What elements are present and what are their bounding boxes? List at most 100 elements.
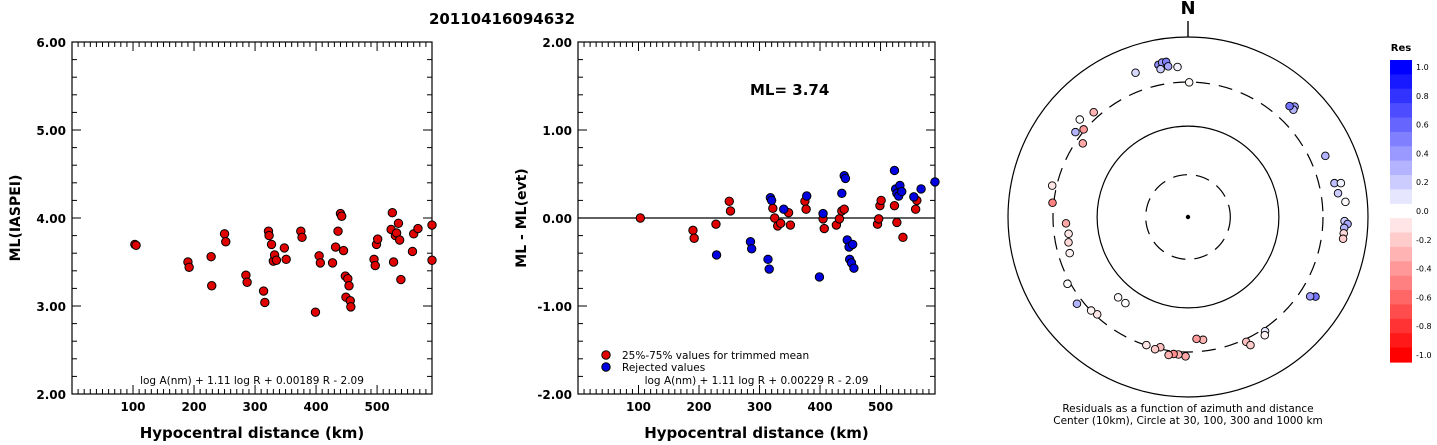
x-tick-label: 100 — [626, 400, 651, 414]
data-point-red — [801, 204, 811, 214]
data-point-red — [219, 229, 230, 239]
colorbar-cell — [1390, 304, 1412, 320]
colorbar-cell — [1390, 203, 1412, 219]
colorbar-tick-label: 0.0 — [1416, 207, 1429, 216]
colorbar-ticks: 1.0 0.8 0.6 0.4 0.2 0.0 -0.2 -0.4 -0.6 -0.8 -1.0 — [1416, 63, 1432, 360]
station-point — [1078, 139, 1088, 148]
station-point — [1341, 197, 1350, 207]
data-point-red — [297, 232, 307, 243]
colorbar-tick-label: 0.8 — [1416, 92, 1429, 101]
colorbar-tick-label: 0.6 — [1416, 121, 1429, 130]
colorbar-cell — [1390, 347, 1412, 363]
x-tick-label: 300 — [747, 400, 772, 414]
data-point-red — [407, 246, 418, 257]
x-tick-label: 200 — [686, 400, 711, 414]
data-point-red — [184, 262, 194, 272]
colorbar-tick-label: 1.0 — [1416, 63, 1429, 72]
data-point-blue — [763, 254, 773, 265]
north-label: N — [1180, 0, 1195, 19]
y-tick-label: 6.00 — [36, 36, 66, 50]
colorbar-cell — [1390, 103, 1412, 119]
colorbar-cell — [1390, 88, 1412, 104]
x-axis-label: Hypocentral distance (km) — [644, 424, 869, 441]
data-point-red — [336, 211, 347, 221]
data-point-red — [327, 258, 338, 268]
data-point-blue — [814, 272, 825, 282]
data-point-blue — [848, 239, 858, 250]
event-title: 20110416094632 — [429, 10, 575, 28]
y-tick-label: 2.00 — [36, 388, 66, 402]
data-point-red — [372, 234, 383, 244]
data-point-red — [910, 204, 921, 214]
data-point-blue — [849, 263, 859, 273]
station-point — [1079, 125, 1088, 134]
x-tick-label: 200 — [182, 400, 207, 414]
legend-marker-trimmed — [601, 350, 611, 360]
chart-ticks: 100 200 300 400 500 -2.00 -1.00 0.00 1.00 2.00 — [537, 36, 935, 414]
data-point-red — [221, 237, 231, 247]
data-point-red — [330, 242, 341, 252]
colorbar-cell — [1390, 189, 1412, 205]
station-point — [1131, 68, 1140, 78]
colorbar-tick-label: -0.8 — [1416, 322, 1432, 331]
station-point — [1092, 310, 1102, 319]
station-point — [1061, 219, 1071, 228]
colorbar-cell — [1390, 117, 1412, 133]
distance-rings — [1007, 36, 1369, 398]
x-tick-label: 400 — [304, 400, 329, 414]
data-point-red — [889, 200, 900, 211]
x-tick-label: 500 — [868, 400, 893, 414]
station-point — [1048, 198, 1057, 208]
distance-ring — [1145, 174, 1231, 260]
legend-label-trimmed: 25%-75% values for trimmed mean — [622, 350, 809, 362]
colorbar-cell — [1390, 74, 1412, 90]
station-point — [1113, 293, 1123, 302]
data-point-blue — [818, 208, 828, 219]
colorbar-cell — [1390, 333, 1412, 349]
station-point — [1163, 62, 1173, 71]
station-points — [1047, 57, 1352, 361]
colorbar-cell — [1390, 131, 1412, 147]
data-point-red — [344, 281, 354, 291]
data-point-blue — [889, 165, 900, 176]
station-point — [1321, 151, 1330, 161]
y-tick-label: 2.00 — [542, 36, 572, 50]
station-point — [1121, 298, 1130, 308]
station-point — [1338, 234, 1348, 244]
data-point-red — [769, 213, 780, 223]
y-tick-label: -1.00 — [537, 300, 572, 314]
residual-colorbar: Res 1.0 0.8 0.6 0.4 0.2 0.0 -0.2 -0.4 -0.6 -0.8 -1… — [1390, 43, 1432, 363]
data-point-red — [635, 213, 646, 223]
data-point-red — [207, 281, 217, 291]
data-point-red — [388, 257, 399, 267]
data-point-blue — [909, 192, 919, 202]
chart-legend: 25%-75% values for trimmed mean Rejected… — [601, 350, 809, 374]
station-point — [1164, 350, 1173, 360]
y-axis-label: ML(IASPEI) — [8, 175, 24, 262]
ml-vs-distance-chart: 100 200 300 400 500 2.00 3.00 4.00 5.00 6.00 ML(I… — [8, 36, 437, 442]
data-point-red — [396, 274, 406, 285]
colorbar-cells — [1390, 60, 1412, 363]
station-point — [1173, 62, 1182, 72]
colorbar-tick-label: 0.2 — [1416, 178, 1429, 187]
chart-ticks: 100 200 300 400 500 2.00 3.00 4.00 5.00 6.00 — [36, 36, 432, 414]
data-point-blue — [711, 250, 722, 260]
data-point-red — [260, 297, 270, 308]
station-point — [1086, 306, 1096, 315]
formula-label: log A(nm) + 1.11 log R + 0.00189 R - 2.0… — [140, 375, 364, 387]
station-point — [1047, 181, 1057, 190]
x-tick-label: 300 — [243, 400, 268, 414]
legend-label-rejected: Rejected values — [622, 362, 705, 374]
ml-residual-vs-distance-chart: 100 200 300 400 500 -2.00 -1.00 0.00 1.00 2.00 ML… — [514, 36, 940, 442]
y-tick-label: 1.00 — [542, 124, 572, 138]
data-point-red — [819, 223, 829, 234]
colorbar-cell — [1390, 290, 1412, 306]
data-point-red — [393, 218, 404, 228]
azimuth-residual-plot: N Residuals as a function of azimuth and… — [1007, 0, 1369, 427]
chart-frame — [71, 41, 433, 395]
station-point — [1156, 64, 1165, 74]
station-point — [1064, 238, 1073, 247]
y-tick-label: 3.00 — [36, 300, 66, 314]
colorbar-cell — [1390, 275, 1412, 291]
